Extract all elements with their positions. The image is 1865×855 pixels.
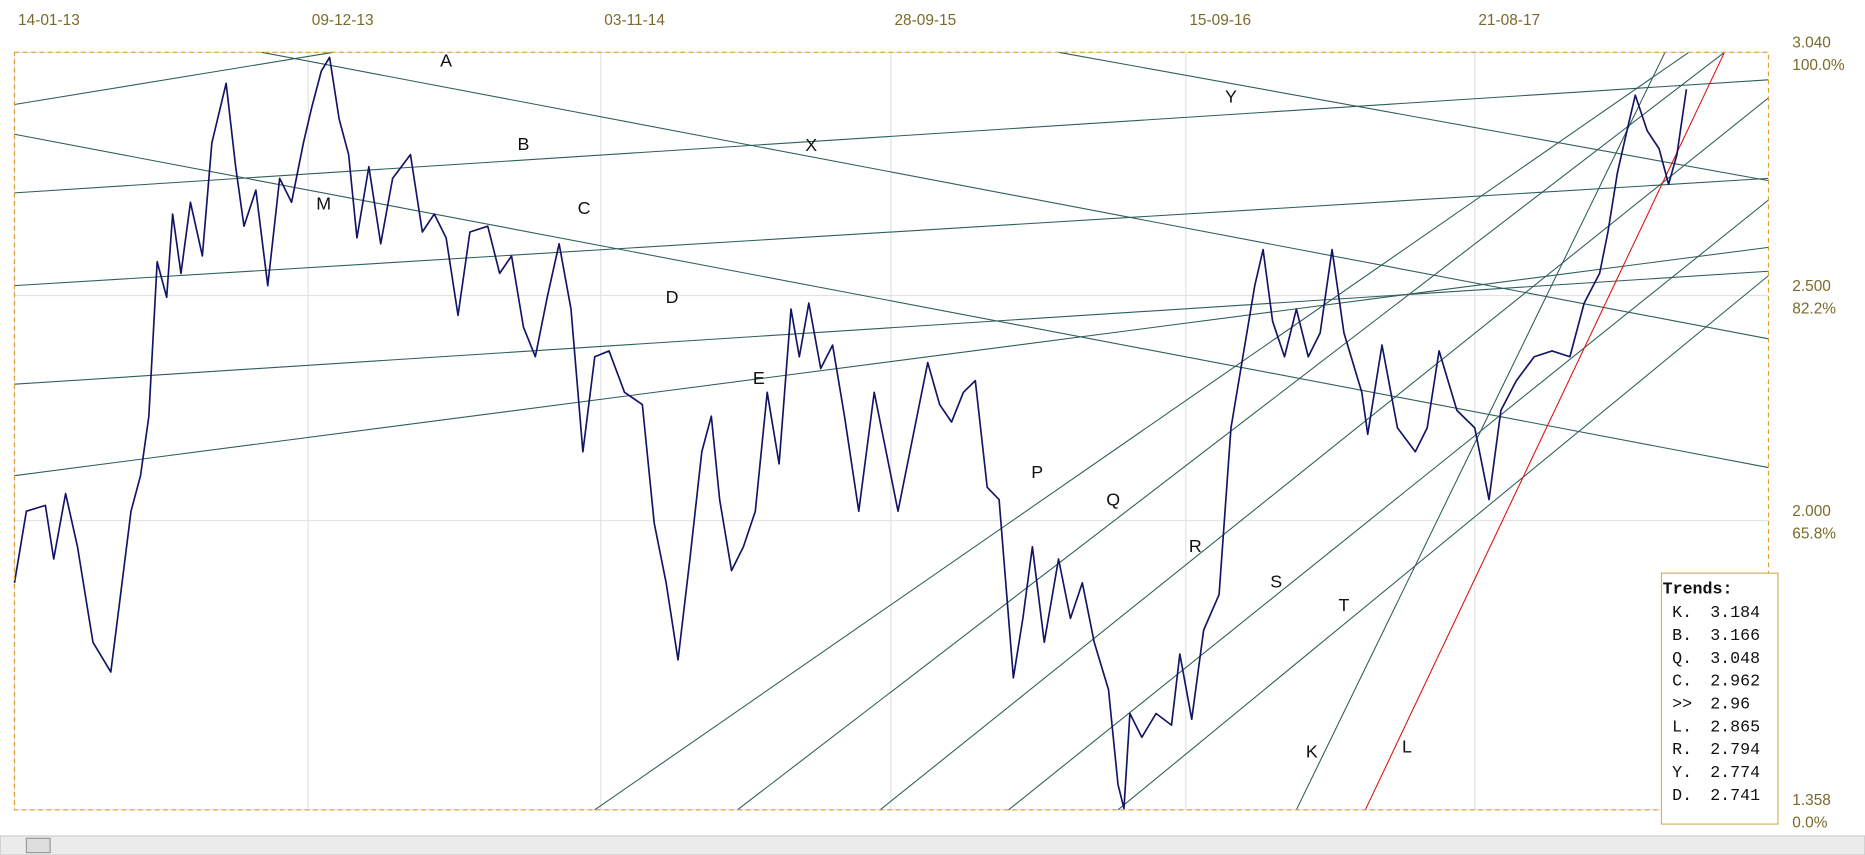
price bbox=[13, 56, 1688, 810]
trendline bbox=[14, 79, 1769, 194]
x-tick-label: 09-12-13 bbox=[312, 12, 374, 29]
trend-name: D. bbox=[1672, 786, 1692, 805]
trends-title: Trends: bbox=[1663, 579, 1733, 598]
trendline bbox=[1058, 51, 1769, 182]
trend-name: >> bbox=[1672, 694, 1692, 713]
trendlines bbox=[14, 51, 1769, 811]
trendline bbox=[14, 51, 334, 106]
trends-box: Trends: K. 3.184 B. 3.166 Q. 3.048 C. 2.962 >> 2.9… bbox=[1660, 572, 1779, 825]
trend-value: 2.865 bbox=[1710, 717, 1760, 736]
trendline bbox=[879, 97, 1769, 811]
scrollbar[interactable] bbox=[0, 835, 1865, 855]
trendline-label: A bbox=[440, 51, 452, 71]
trend-value: 2.96 bbox=[1710, 694, 1750, 713]
trend-name: K. bbox=[1672, 603, 1692, 622]
trendline-label: R bbox=[1189, 536, 1202, 556]
trendline-label: K bbox=[1306, 741, 1318, 761]
y2-tick-label: 0.0% bbox=[1792, 815, 1827, 832]
trendline-label: D bbox=[666, 287, 679, 307]
trendline-label: Q bbox=[1106, 489, 1120, 509]
trendline-label: C bbox=[578, 198, 591, 218]
x-tick-label: 15-09-16 bbox=[1189, 12, 1251, 29]
trendline bbox=[14, 270, 1769, 385]
x-tick-label: 21-08-17 bbox=[1478, 12, 1540, 29]
trendline-label: X bbox=[805, 135, 817, 155]
trendline bbox=[14, 133, 1769, 469]
trendline bbox=[14, 246, 1769, 477]
trendline bbox=[1364, 52, 1725, 811]
trendline-label: B bbox=[517, 134, 529, 154]
trend-value: 2.774 bbox=[1710, 763, 1760, 782]
trendline-label: S bbox=[1270, 571, 1282, 591]
trend-value: 3.048 bbox=[1710, 649, 1760, 668]
y-tick-label: 3.040 bbox=[1792, 35, 1831, 52]
trendline-label: M bbox=[316, 193, 331, 213]
y2-tick-label: 100.0% bbox=[1792, 57, 1845, 74]
trendline-label: L bbox=[1402, 737, 1412, 757]
y2-tick-label: 65.8% bbox=[1792, 526, 1836, 543]
trend-value: 2.741 bbox=[1710, 786, 1760, 805]
x-tick-label: 14-01-13 bbox=[18, 12, 80, 29]
trendline bbox=[14, 177, 1769, 287]
x-tick-label: 28-09-15 bbox=[894, 12, 956, 29]
scrollbar-thumb[interactable] bbox=[25, 837, 51, 854]
trend-value: 3.166 bbox=[1710, 626, 1760, 645]
x-tick-label: 03-11-14 bbox=[604, 12, 665, 29]
trend-name: C. bbox=[1672, 672, 1692, 691]
trendline-label: Y bbox=[1225, 86, 1237, 106]
price-line bbox=[13, 56, 1688, 810]
y-tick-label: 1.358 bbox=[1792, 792, 1831, 809]
labels: 14-01-13 09-12-13 03-11-14 28-09-15 15-09-16… bbox=[18, 12, 1845, 832]
trendline-label: E bbox=[753, 368, 765, 388]
trendline bbox=[261, 51, 1769, 340]
trendline bbox=[1295, 52, 1666, 811]
y-tick-label: 2.000 bbox=[1792, 503, 1831, 520]
trend-name: Q. bbox=[1672, 649, 1692, 668]
y2-tick-label: 82.2% bbox=[1792, 300, 1836, 317]
trendline-label: P bbox=[1031, 462, 1043, 482]
plot-border bbox=[13, 51, 1770, 811]
trend-value: 2.962 bbox=[1710, 672, 1760, 691]
trend-name: B. bbox=[1672, 626, 1692, 645]
trend-name: Y. bbox=[1672, 763, 1692, 782]
trend-name: R. bbox=[1672, 740, 1692, 759]
trends-box-frame bbox=[1660, 572, 1779, 825]
y-tick-label: 2.500 bbox=[1792, 278, 1831, 295]
trendline bbox=[594, 51, 1690, 811]
trend-name: L. bbox=[1672, 717, 1692, 736]
trendline-label: T bbox=[1339, 595, 1350, 615]
trendline bbox=[1008, 199, 1769, 811]
trendline bbox=[1117, 275, 1769, 811]
trend-value: 2.794 bbox=[1710, 740, 1760, 759]
trend-value: 3.184 bbox=[1710, 603, 1760, 622]
